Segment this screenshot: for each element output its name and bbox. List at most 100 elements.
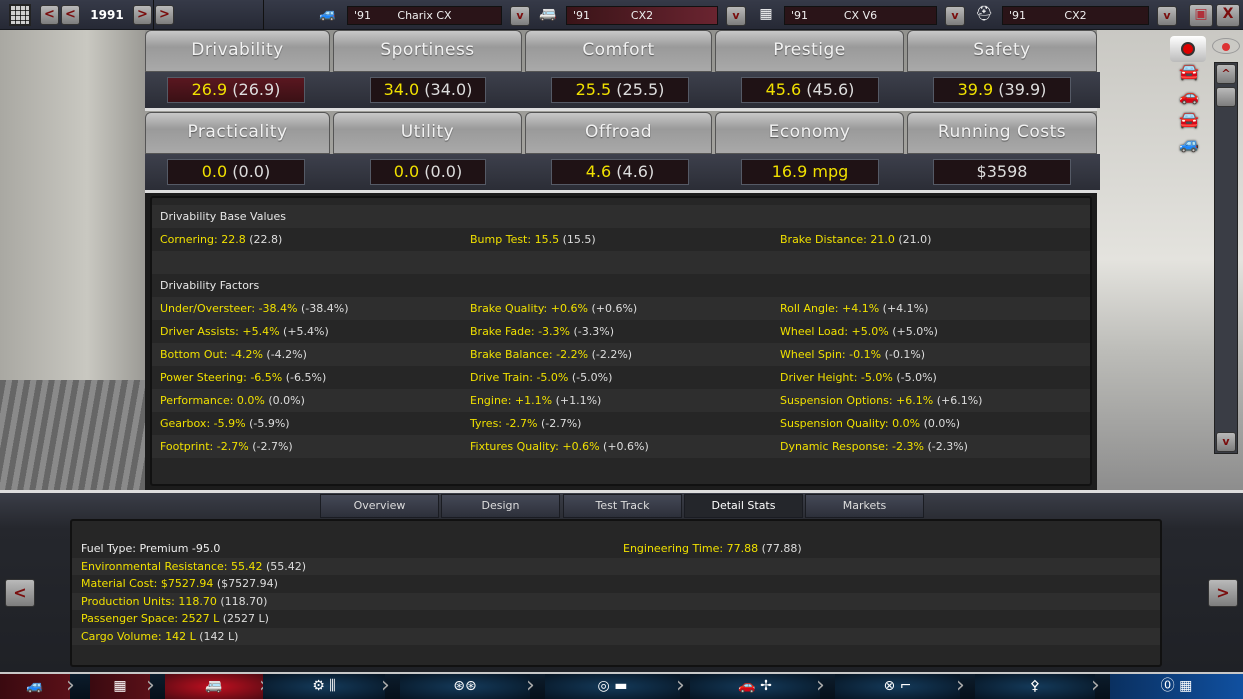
factor-item: Suspension Quality: 0.0% (0.0%) bbox=[780, 412, 960, 435]
bottom-stat-value: $7527.94 bbox=[160, 577, 214, 590]
factor-original: (-2.3%) bbox=[927, 440, 968, 453]
part-selector-1[interactable]: '91 CX2 bbox=[566, 6, 718, 25]
gearbox-icon: ⛑ bbox=[975, 6, 993, 22]
aero-cooling-icon: 🚗 ✢ bbox=[738, 678, 772, 694]
factor-original: (+4.1%) bbox=[882, 302, 929, 315]
detail-row: Drivability Base Values bbox=[152, 205, 1090, 228]
part-selector-0[interactable]: '91 Charix CX bbox=[347, 6, 502, 25]
year-label: 1991 bbox=[90, 8, 124, 22]
scrollbar[interactable]: ^ v bbox=[1214, 62, 1238, 454]
stat-header-sportiness[interactable]: Sportiness bbox=[333, 30, 522, 72]
stat-header-economy[interactable]: Economy bbox=[715, 112, 904, 154]
stat-original: (25.5) bbox=[616, 80, 665, 99]
factor-original: (-2.2%) bbox=[591, 348, 633, 361]
factor-label: Engine: bbox=[470, 394, 512, 407]
factor-value: +5.4% bbox=[242, 325, 280, 338]
scroll-down-button[interactable]: v bbox=[1216, 432, 1236, 452]
view-side-icon[interactable]: 🚗 bbox=[1179, 86, 1199, 105]
stat-value: 25.5 bbox=[575, 80, 612, 99]
fuel-type: Fuel Type: Premium -95.0 bbox=[81, 542, 221, 555]
stat-original: (26.9) bbox=[232, 80, 281, 99]
stat-value: 0.0 bbox=[201, 162, 228, 181]
close-button[interactable]: X bbox=[1216, 4, 1240, 27]
selector-dropdown-button[interactable]: v bbox=[726, 6, 746, 26]
bottom-stat-original: (2527 L) bbox=[222, 612, 269, 625]
nav-step-interior-icon[interactable]: ⊗ ⌐ bbox=[835, 674, 960, 699]
factor-label: Power Steering: bbox=[160, 371, 247, 384]
factor-value: +0.6% bbox=[550, 302, 588, 315]
selector-dropdown-button[interactable]: v bbox=[510, 6, 530, 26]
year-next-button[interactable]: > bbox=[133, 5, 152, 25]
tab-design[interactable]: Design bbox=[441, 494, 560, 518]
nav-step-engine-gearbox-icon[interactable]: ⚙ ⫼ bbox=[263, 674, 385, 699]
nav-step-wheels-icon[interactable]: ⊛⊛ bbox=[400, 674, 530, 699]
tab-test-track[interactable]: Test Track bbox=[563, 494, 682, 518]
stat-header-drivability[interactable]: Drivability bbox=[145, 30, 330, 72]
nav-step-brakes-icon[interactable]: ◎ ▬ bbox=[545, 674, 680, 699]
stat-header-safety[interactable]: Safety bbox=[907, 30, 1097, 72]
year-prev-button[interactable]: < bbox=[61, 5, 80, 25]
stat-header-running-costs[interactable]: Running Costs bbox=[907, 112, 1097, 154]
factor-item: Drive Train: -5.0% (-5.0%) bbox=[470, 366, 612, 389]
factor-value: +6.1% bbox=[896, 394, 934, 407]
stat-value-box: 34.0 (34.0) bbox=[370, 77, 486, 103]
car-body-icon: 🚙 bbox=[319, 6, 337, 22]
factor-item: Driver Assists: +5.4% (+5.4%) bbox=[160, 320, 329, 343]
stat-header-prestige[interactable]: Prestige bbox=[715, 30, 904, 72]
nav-step-finish-flag-icon[interactable]: ⓪ ▦ bbox=[1110, 674, 1243, 699]
drivability-detail-panel: Drivability Base Values Cornering: 22.8 (… bbox=[150, 196, 1092, 486]
factor-label: Wheel Spin: bbox=[780, 348, 846, 361]
chevron-right-icon: › bbox=[956, 673, 965, 698]
record-icon[interactable] bbox=[1212, 38, 1240, 54]
chevron-right-icon: › bbox=[381, 673, 390, 698]
view-front-icon[interactable]: 🚘 bbox=[1179, 62, 1199, 81]
scroll-up-button[interactable]: ^ bbox=[1216, 64, 1236, 84]
top-bar: < < 1991 > > 🚙 '91 Charix CX v 🚐 '91 CX2 v ▦ '91 C… bbox=[0, 0, 1243, 30]
factor-item: Suspension Options: +6.1% (+6.1%) bbox=[780, 389, 982, 412]
view-rear-icon[interactable]: 🚘 bbox=[1179, 110, 1199, 129]
factor-value: -5.0% bbox=[860, 371, 893, 384]
stat-original: (0.0) bbox=[232, 162, 271, 181]
nav-step-car-body-icon[interactable]: 🚙 bbox=[0, 674, 70, 699]
factor-value: 0.0% bbox=[892, 417, 921, 430]
selector-dropdown-button[interactable]: v bbox=[1157, 6, 1177, 26]
bottom-next-button[interactable]: > bbox=[1208, 579, 1238, 607]
year-prev-prev-button[interactable]: < bbox=[40, 5, 59, 25]
nav-step-body-design-icon[interactable]: 🚐 bbox=[165, 674, 263, 699]
tab-detail-stats[interactable]: Detail Stats bbox=[684, 494, 803, 518]
factor-label: Performance: bbox=[160, 394, 234, 407]
screenshot-camera-icon[interactable] bbox=[1170, 36, 1206, 62]
bottom-stat-value: 55.42 bbox=[231, 559, 263, 573]
factor-value: -38.4% bbox=[258, 302, 298, 315]
engineering-time-label: Engineering Time: bbox=[623, 542, 724, 555]
nav-step-suspension-icon[interactable]: ⚴ bbox=[975, 674, 1095, 699]
tab-overview[interactable]: Overview bbox=[320, 494, 439, 518]
factor-value: -5.0% bbox=[536, 371, 569, 384]
bottom-prev-button[interactable]: < bbox=[5, 579, 35, 607]
tab-markets[interactable]: Markets bbox=[805, 494, 924, 518]
detail-row: Driver Assists: +5.4% (+5.4%) Brake Fade:… bbox=[152, 320, 1090, 343]
nav-step-aero-cooling-icon[interactable]: 🚗 ✢ bbox=[690, 674, 820, 699]
selector-name: CX V6 bbox=[843, 9, 878, 22]
factor-label: Suspension Quality: bbox=[780, 417, 889, 430]
factor-label: Roll Angle: bbox=[780, 302, 839, 315]
stats-divider bbox=[145, 190, 1097, 193]
part-selector-2[interactable]: '91 CX V6 bbox=[784, 6, 937, 25]
nav-step-chassis-icon[interactable]: ▦ bbox=[90, 674, 150, 699]
part-selector-3[interactable]: '91 CX2 bbox=[1002, 6, 1149, 25]
year-next-next-button[interactable]: > bbox=[155, 5, 174, 25]
stat-header-utility[interactable]: Utility bbox=[333, 112, 522, 154]
factor-original: (-3.3%) bbox=[573, 325, 615, 338]
view-top-icon[interactable]: 🚙 bbox=[1179, 134, 1199, 153]
stat-row: Fuel Type: Premium -95.0 Engineering Time… bbox=[72, 540, 1160, 558]
stat-header-practicality[interactable]: Practicality bbox=[145, 112, 330, 154]
calendar-icon[interactable] bbox=[9, 4, 31, 26]
factor-original: (-5.0%) bbox=[896, 371, 937, 384]
selector-dropdown-button[interactable]: v bbox=[945, 6, 965, 26]
bottom-stat-label: Cargo Volume: bbox=[81, 629, 162, 643]
stat-header-comfort[interactable]: Comfort bbox=[525, 30, 712, 72]
scroll-thumb[interactable] bbox=[1216, 87, 1236, 107]
save-button[interactable]: ▣ bbox=[1189, 4, 1213, 27]
stat-header-offroad[interactable]: Offroad bbox=[525, 112, 712, 154]
stat-value-box: 25.5 (25.5) bbox=[551, 77, 689, 103]
